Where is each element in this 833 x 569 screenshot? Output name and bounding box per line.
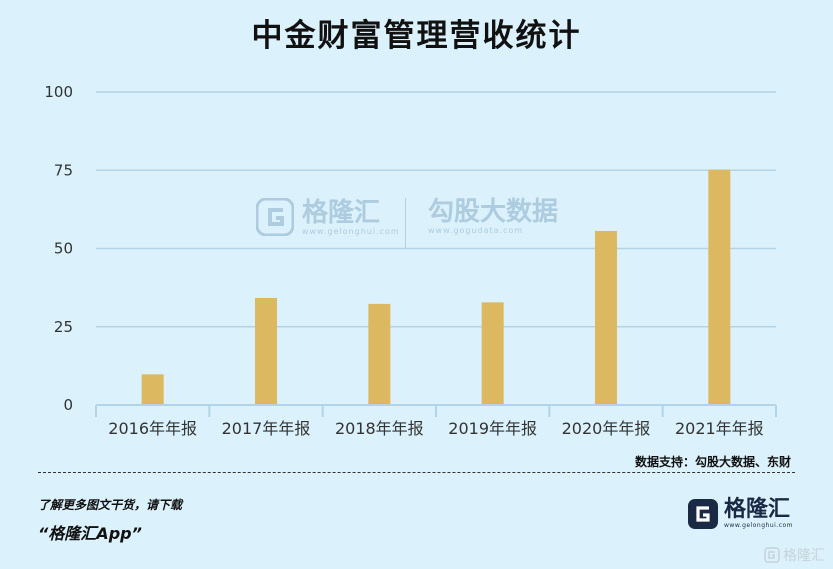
watermark-right-name: 勾股大数据 (428, 197, 559, 227)
watermark-logo-icon (256, 198, 294, 236)
grid-lines (96, 91, 776, 328)
bars (141, 169, 731, 405)
x-tick-label: 2016年年报 (108, 419, 197, 438)
logo-url: www.gelonghui.com (724, 522, 794, 529)
bar-2019年年报 (481, 302, 504, 405)
y-tick-label: 100 (44, 83, 73, 101)
bar-2016年年报 (141, 374, 164, 405)
y-axis-ticks: 0 25 50 75 100 (44, 83, 73, 414)
brand-logo: 格隆汇 www.gelonghui.com (688, 498, 793, 529)
bar-2017年年报 (255, 297, 277, 405)
x-tick-label: 2018年年报 (335, 419, 424, 438)
y-tick-label: 0 (63, 396, 73, 414)
x-tick-label: 2020年年报 (562, 419, 651, 438)
logo-icon (688, 498, 718, 529)
watermark-gogudata: 勾股大数据 www.gogudata.com (428, 198, 558, 235)
watermark-left-url: www.gelonghui.com (302, 226, 400, 236)
watermark-right-url: www.gogudata.com (428, 226, 524, 235)
corner-logo-icon (764, 547, 780, 563)
corner-text: 格隆汇 (783, 548, 825, 564)
footer-divider (38, 472, 795, 473)
x-tick-label: 2021年年报 (675, 419, 764, 438)
corner-watermark: 格隆汇 (764, 545, 825, 565)
y-tick-label: 75 (54, 161, 73, 179)
bar-2020年年报 (595, 230, 617, 405)
y-tick-label: 50 (54, 240, 73, 258)
source-note: 数据支持：勾股大数据、东财 (634, 455, 791, 469)
chart-title: 中金财富管理营收统计 (251, 18, 582, 54)
watermark-left-name: 格隆汇 (302, 197, 381, 228)
footer-note: 了解更多图文干货，请下载 (38, 498, 183, 512)
bar-2021年年报 (708, 169, 731, 405)
watermark-gelonghui: 格隆汇 www.gelonghui.com (256, 198, 400, 236)
footer-app-name: “格隆汇App” (38, 524, 142, 543)
x-tick-label: 2017年年报 (222, 419, 311, 438)
x-tick-label: 2019年年报 (448, 419, 537, 438)
x-axis: 2016年年报 2017年年报 2018年年报 2019年年报 2020年年报 2021年… (95, 404, 777, 438)
watermark-separator (405, 198, 406, 248)
y-tick-label: 25 (54, 318, 73, 336)
bar-2018年年报 (368, 303, 391, 405)
logo-name: 格隆汇 (724, 497, 791, 522)
